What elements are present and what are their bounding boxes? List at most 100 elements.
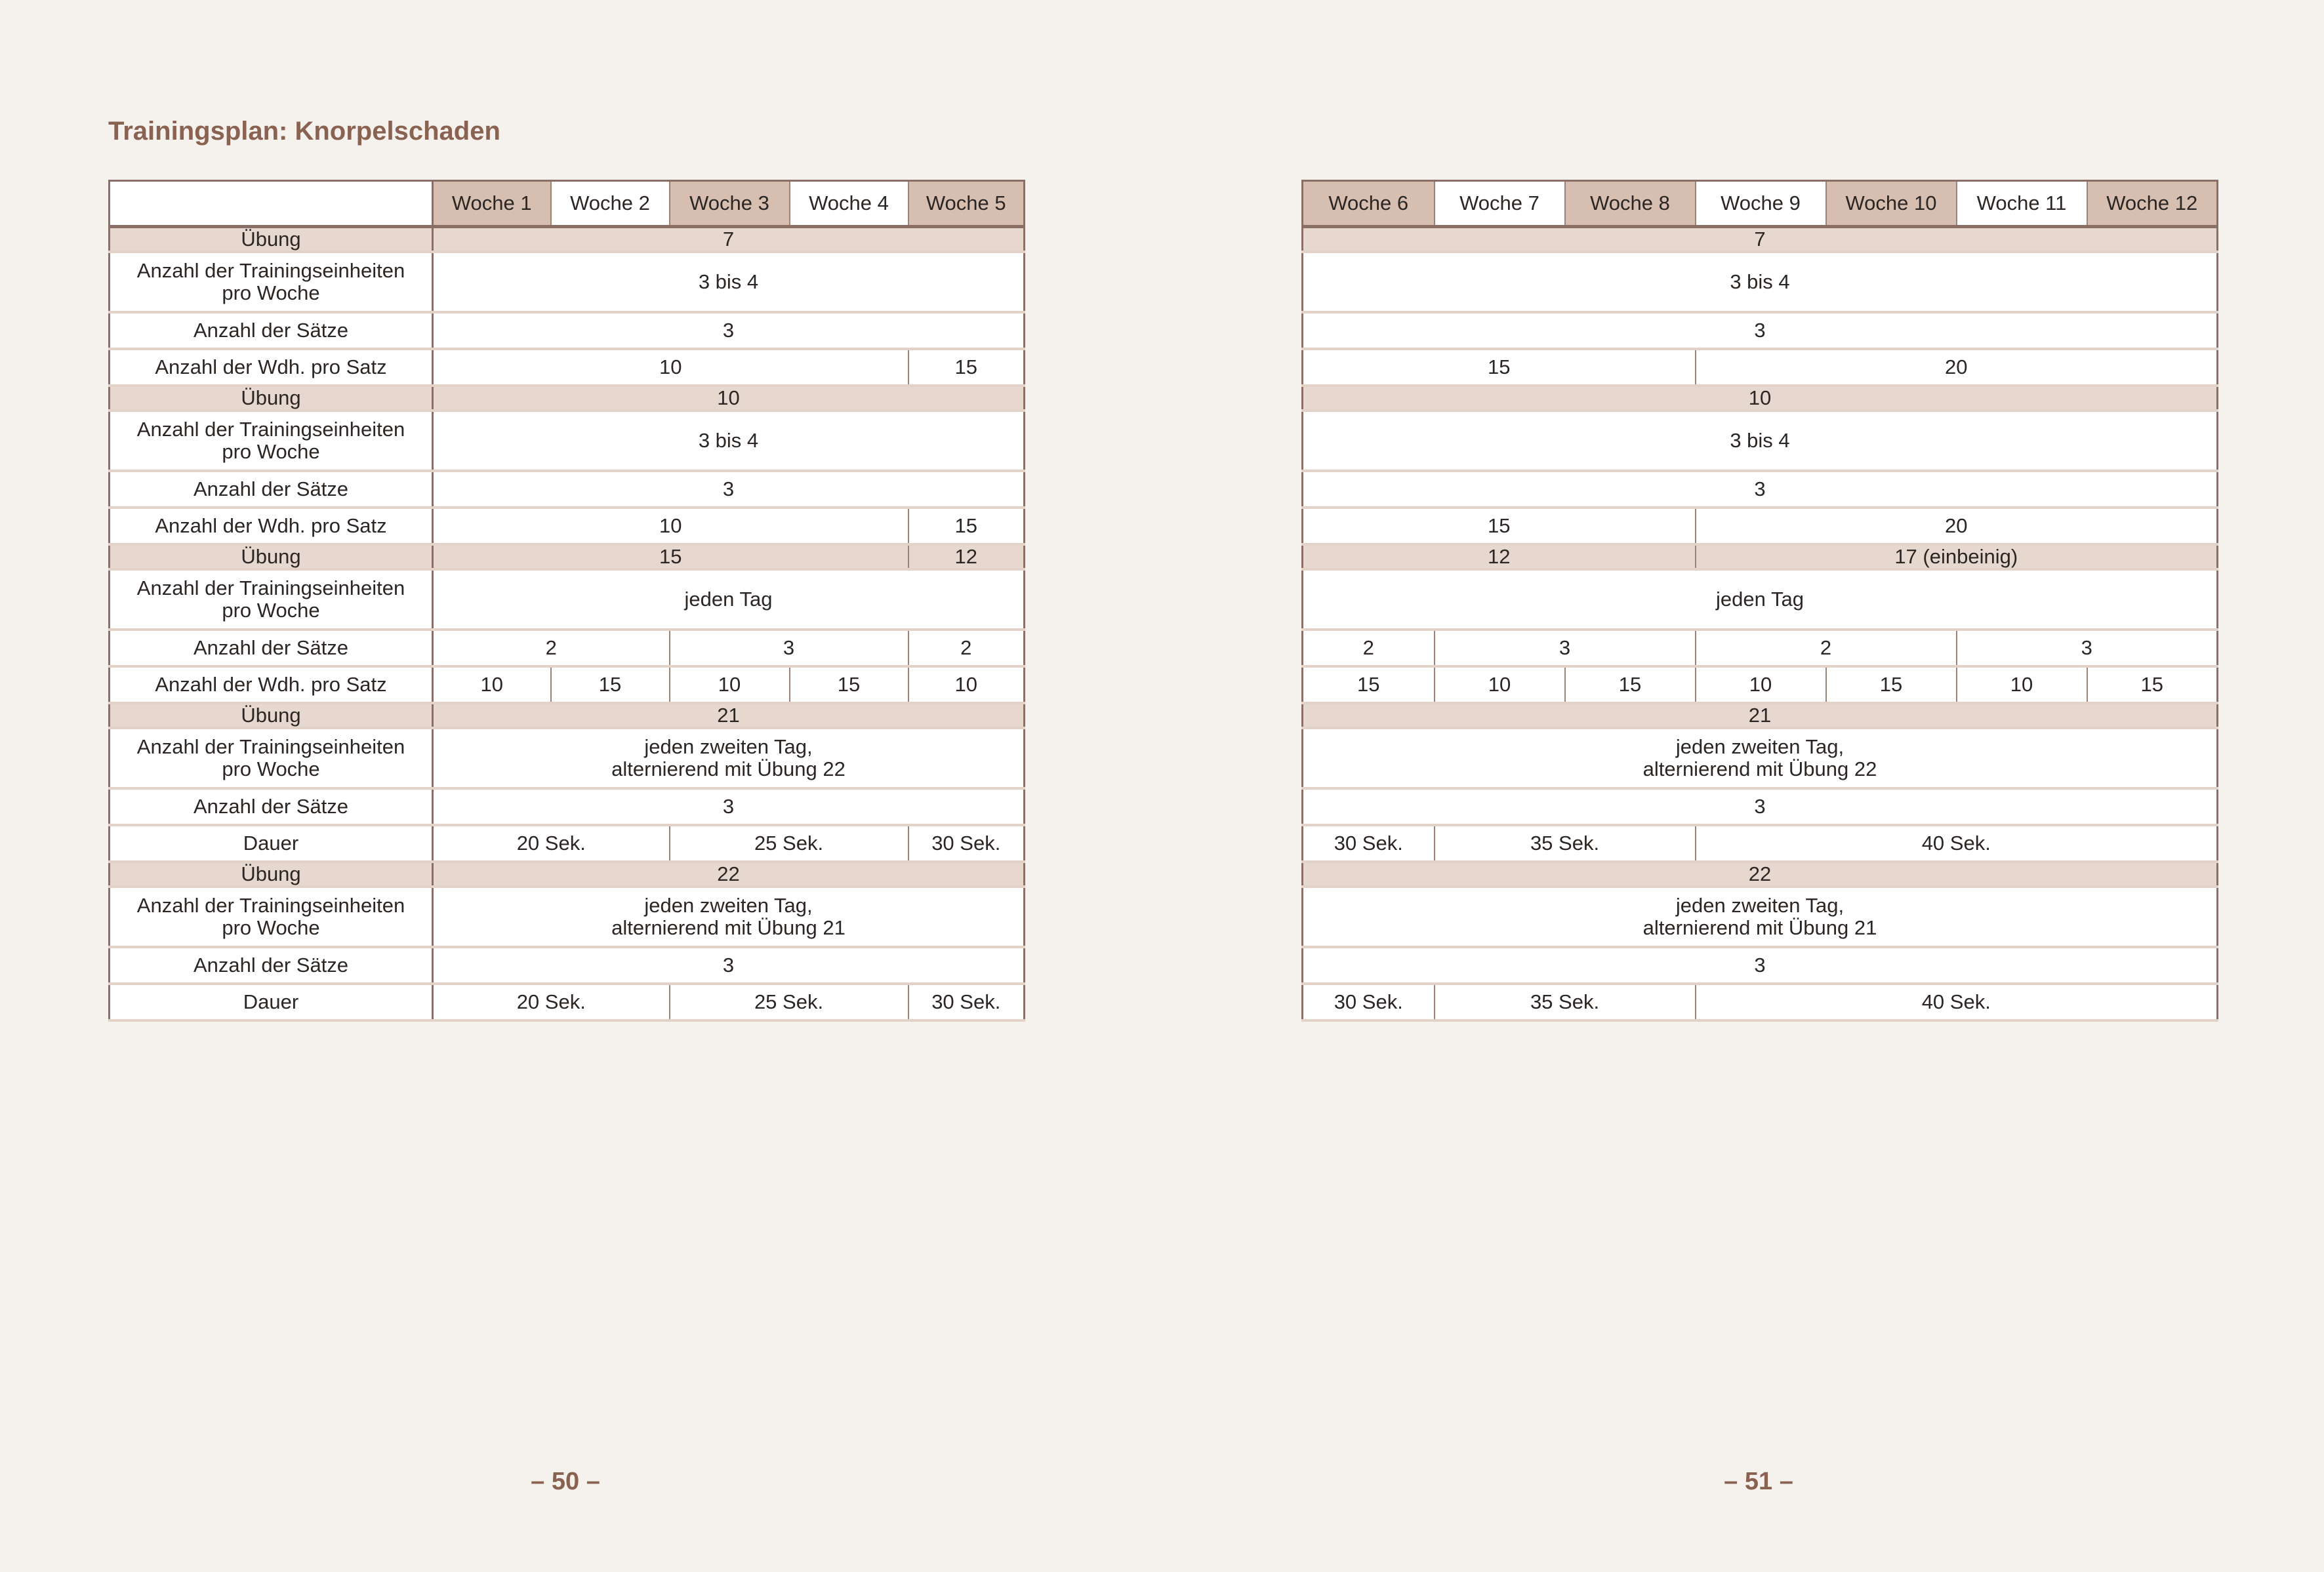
row-label: Anzahl der Wdh. pro Satz: [108, 665, 434, 704]
table-cell: 20: [1694, 506, 2218, 546]
table-cell: 20: [1694, 348, 2218, 387]
row-label: Anzahl der Trainingseinheiten pro Woche: [108, 251, 434, 313]
table-cell: jeden Tag: [1301, 568, 2218, 631]
table-row: jeden zweiten Tag, alternierend mit Übun…: [1301, 727, 2218, 790]
table-cell: 30 Sek.: [1301, 982, 1435, 1022]
table-row: jeden zweiten Tag, alternierend mit Übun…: [1301, 885, 2218, 948]
table-cell: 3: [432, 946, 1025, 985]
table-row: jeden Tag: [1301, 568, 2218, 631]
table-cell: 15: [550, 665, 670, 704]
table-cell: 15: [788, 665, 909, 704]
training-plan-table-weeks-1-5: Woche 1 Woche 2 Woche 3 Woche 4 Woche 5 Übung…: [108, 180, 1025, 1022]
exercise-row: Übung 10: [108, 384, 1025, 412]
row-label: Anzahl der Wdh. pro Satz: [108, 506, 434, 546]
table-cell: 3 bis 4: [1301, 251, 2218, 313]
table-cell: 2: [1694, 628, 1957, 668]
row-label: Anzahl der Sätze: [108, 470, 434, 509]
table-row: Anzahl der Sätze 2 3 2: [108, 628, 1025, 668]
table-row: Dauer 20 Sek. 25 Sek. 30 Sek.: [108, 824, 1025, 863]
row-label: Dauer: [108, 824, 434, 863]
header-row: Woche 1 Woche 2 Woche 3 Woche 4 Woche 5: [108, 180, 1025, 228]
row-label: Übung: [108, 225, 434, 253]
table-row: 3: [1301, 470, 2218, 509]
exercise-row: 12 17 (einbeinig): [1301, 543, 2218, 571]
table-cell: 12: [907, 543, 1025, 571]
table-row: Anzahl der Trainingseinheiten pro Woche j…: [108, 727, 1025, 790]
row-label: Anzahl der Wdh. pro Satz: [108, 348, 434, 387]
table-cell: 15: [2086, 665, 2218, 704]
table-cell: 22: [1301, 860, 2218, 888]
table-row: Anzahl der Sätze 3: [108, 311, 1025, 350]
table-cell: 22: [432, 860, 1025, 888]
row-label: Übung: [108, 702, 434, 729]
table-cell: 30 Sek.: [907, 982, 1025, 1022]
table-cell: jeden zweiten Tag, alternierend mit Übun…: [1301, 885, 2218, 948]
row-label: Übung: [108, 860, 434, 888]
table-cell: 12: [1301, 543, 1696, 571]
table-row: Dauer 20 Sek. 25 Sek. 30 Sek.: [108, 982, 1025, 1022]
table-cell: 15: [1301, 665, 1435, 704]
table-row: 3 bis 4: [1301, 251, 2218, 313]
row-label: Übung: [108, 384, 434, 412]
row-label: Dauer: [108, 982, 434, 1022]
row-label: Anzahl der Sätze: [108, 311, 434, 350]
table-cell: jeden zweiten Tag, alternierend mit Übun…: [432, 885, 1025, 948]
table-row: Anzahl der Wdh. pro Satz 10 15: [108, 506, 1025, 546]
table-row: Anzahl der Trainingseinheiten pro Woche 3…: [108, 409, 1025, 472]
table-cell: 35 Sek.: [1433, 982, 1696, 1022]
table-row: Anzahl der Wdh. pro Satz 10 15 10 15 10: [108, 665, 1025, 704]
table-cell: 15: [1825, 665, 1957, 704]
table-cell: 15: [907, 506, 1025, 546]
table-cell: 35 Sek.: [1433, 824, 1696, 863]
table-cell: 10: [1694, 665, 1827, 704]
week-header: Woche 5: [907, 180, 1025, 228]
table-cell: 10: [432, 384, 1025, 412]
week-header: Woche 9: [1694, 180, 1827, 228]
table-cell: 3: [432, 787, 1025, 826]
table-cell: 3: [432, 470, 1025, 509]
table-cell: jeden zweiten Tag, alternierend mit Übun…: [432, 727, 1025, 790]
table-cell: 7: [1301, 225, 2218, 253]
table-cell: 15: [1564, 665, 1696, 704]
exercise-row: Übung 21: [108, 702, 1025, 729]
table-cell: 10: [1301, 384, 2218, 412]
table-cell: jeden Tag: [432, 568, 1025, 631]
table-row: 15 10 15 10 15 10 15: [1301, 665, 2218, 704]
table-cell: 3: [1433, 628, 1696, 668]
exercise-row: Übung 7: [108, 225, 1025, 253]
table-cell: 2: [432, 628, 670, 668]
table-row: Anzahl der Trainingseinheiten pro Woche 3…: [108, 251, 1025, 313]
table-cell: 10: [432, 665, 552, 704]
table-cell: 21: [1301, 702, 2218, 729]
table-cell: 3: [1301, 787, 2218, 826]
row-label: Übung: [108, 543, 434, 571]
table-row: 3: [1301, 311, 2218, 350]
table-cell: jeden zweiten Tag, alternierend mit Übun…: [1301, 727, 2218, 790]
table-cell: 3 bis 4: [432, 251, 1025, 313]
exercise-row: Übung 22: [108, 860, 1025, 888]
table-cell: 15: [432, 543, 909, 571]
table-cell: 30 Sek.: [907, 824, 1025, 863]
exercise-row: 21: [1301, 702, 2218, 729]
table-cell: 3: [1301, 311, 2218, 350]
week-header: Woche 6: [1301, 180, 1435, 228]
table-row: Anzahl der Wdh. pro Satz 10 15: [108, 348, 1025, 387]
table-cell: 10: [907, 665, 1025, 704]
table-cell: 40 Sek.: [1694, 982, 2218, 1022]
exercise-row: Übung 15 12: [108, 543, 1025, 571]
week-header: Woche 10: [1825, 180, 1957, 228]
row-label: Anzahl der Sätze: [108, 787, 434, 826]
table-row: 3: [1301, 787, 2218, 826]
week-header: Woche 3: [668, 180, 790, 228]
header-corner: [108, 180, 434, 228]
table-row: 30 Sek. 35 Sek. 40 Sek.: [1301, 982, 2218, 1022]
table-cell: 3: [1301, 470, 2218, 509]
table-cell: 25 Sek.: [668, 824, 909, 863]
week-header: Woche 7: [1433, 180, 1566, 228]
table-cell: 10: [1433, 665, 1566, 704]
exercise-row: 22: [1301, 860, 2218, 888]
row-label: Anzahl der Trainingseinheiten pro Woche: [108, 568, 434, 631]
table-cell: 20 Sek.: [432, 982, 670, 1022]
table-row: 15 20: [1301, 348, 2218, 387]
